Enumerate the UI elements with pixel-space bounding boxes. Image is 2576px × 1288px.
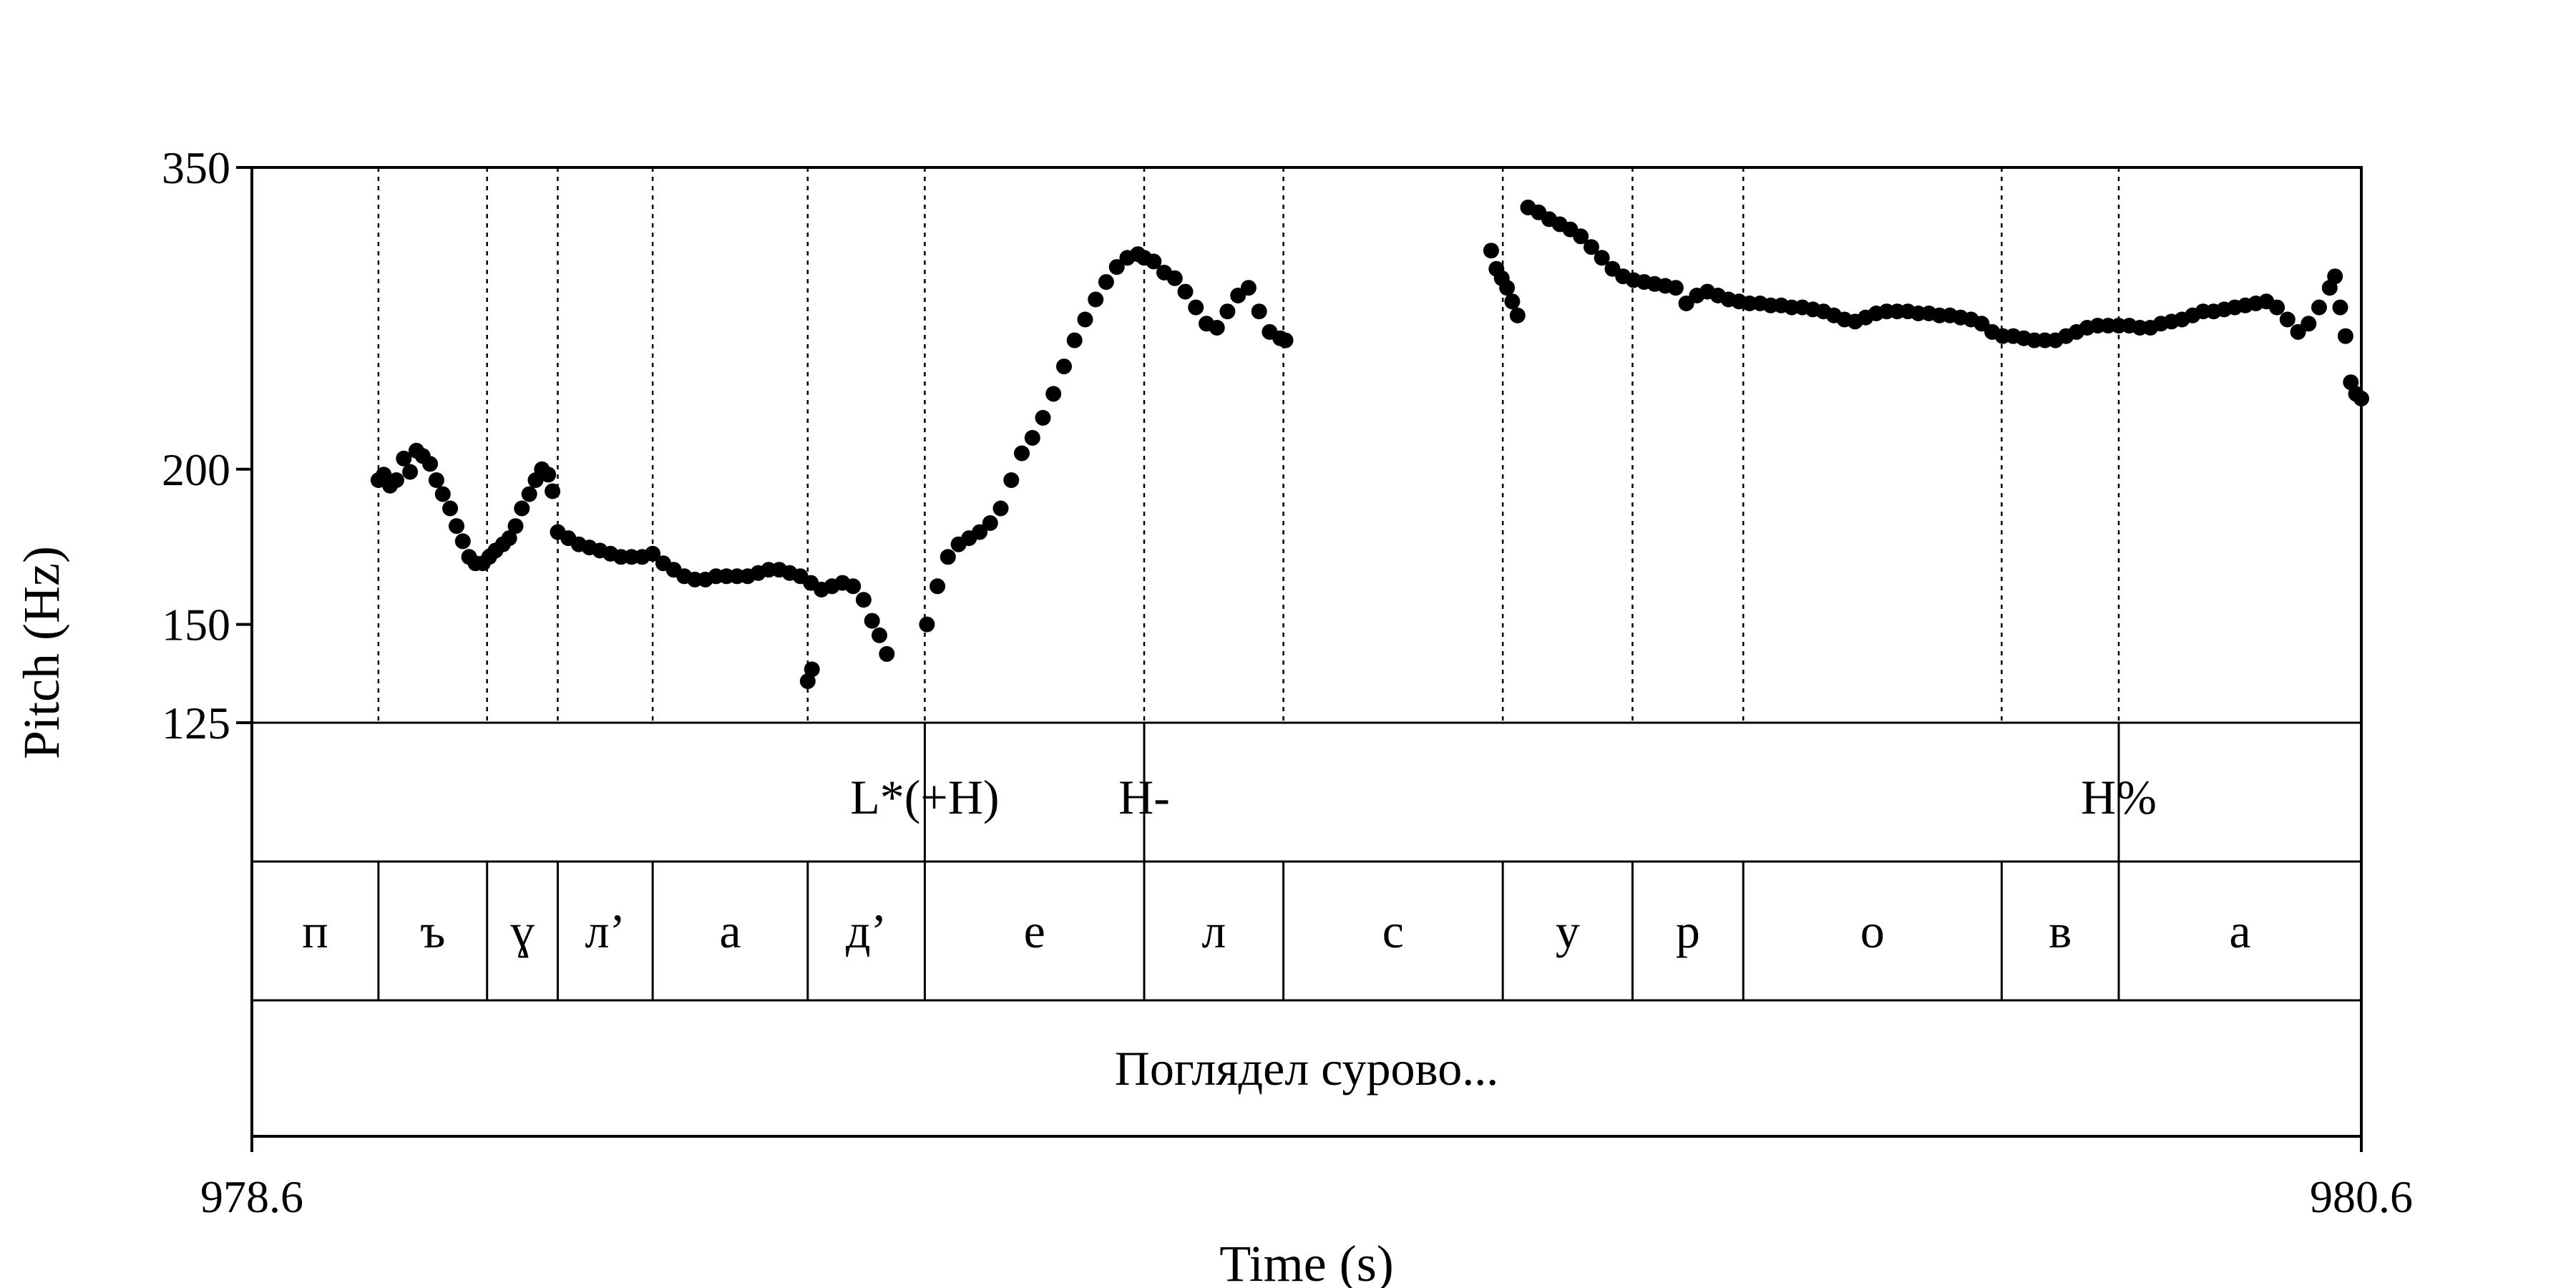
segment-label: а xyxy=(2229,904,2250,958)
pitch-point xyxy=(428,472,444,488)
pitch-point xyxy=(972,524,988,540)
pitch-point xyxy=(434,486,451,502)
segment-label: р xyxy=(1676,904,1700,958)
pitch-point xyxy=(1035,409,1051,426)
segment-label: о xyxy=(1860,904,1885,958)
pitch-point xyxy=(1014,445,1030,462)
pitch-point xyxy=(2311,299,2327,316)
pitch-point xyxy=(507,518,524,535)
pitch-point xyxy=(799,673,816,689)
pitch-point xyxy=(1056,358,1072,375)
pitch-point xyxy=(879,645,895,662)
pitch-point xyxy=(1594,250,1610,266)
pitch-point xyxy=(1098,274,1114,291)
annotation-tiers: L*(+H) H- H% п ъ ɣ л’ а д’ е л с у р о в а Поглядел суров… xyxy=(252,721,2361,1096)
x-axis-ticks: 978.6 980.6 xyxy=(200,1136,2413,1222)
pitch-point xyxy=(1667,280,1684,296)
segment-label: л xyxy=(1201,904,1226,958)
segment-label: е xyxy=(1024,904,1045,958)
pitch-point xyxy=(1573,228,1589,245)
tone-label: H% xyxy=(2081,770,2157,824)
pitch-point xyxy=(2332,299,2348,316)
tone-label: L*(+H) xyxy=(850,770,999,824)
pitch-point xyxy=(1483,243,1499,259)
pitch-point xyxy=(442,500,459,517)
pitch-point xyxy=(1509,307,1526,323)
segment-boundary-lines xyxy=(377,167,2120,723)
utterance-label: Поглядел сурово... xyxy=(1115,1041,1498,1096)
y-axis-ticks: 125 150 200 350 xyxy=(162,142,252,748)
x-tick-label: 978.6 xyxy=(200,1171,303,1222)
x-axis-title: Time (s) xyxy=(1219,1235,1393,1288)
pitch-point xyxy=(1219,303,1236,320)
pitch-point xyxy=(1024,429,1040,446)
pitch-point xyxy=(930,578,946,595)
pitch-point xyxy=(422,456,439,472)
pitch-point xyxy=(1166,270,1183,286)
pitch-point xyxy=(1974,316,1990,332)
pitch-point xyxy=(645,545,661,562)
pitch-point xyxy=(864,613,880,629)
pitch-point xyxy=(1088,291,1104,308)
pitch-point xyxy=(2279,311,2296,328)
segment-label: с xyxy=(1382,904,1404,958)
pitch-point xyxy=(2337,328,2353,344)
pitch-point xyxy=(1077,311,1093,328)
pitch-point xyxy=(540,467,557,483)
segment-label: в xyxy=(2049,904,2072,958)
plot-frame xyxy=(250,166,2363,1138)
pitch-point xyxy=(1209,320,1225,336)
pitch-point xyxy=(396,450,412,467)
y-tick-label: 150 xyxy=(162,600,230,650)
y-axis-title: Pitch (Hz) xyxy=(13,546,70,759)
pitch-point xyxy=(1277,332,1294,348)
pitch-point xyxy=(501,530,517,547)
pitch-point xyxy=(2327,268,2343,285)
x-tick-label: 980.6 xyxy=(2310,1171,2413,1222)
pitch-points xyxy=(370,199,2369,689)
pitch-point xyxy=(1066,332,1083,348)
segment-label: ɣ xyxy=(510,904,535,958)
y-tick-label: 125 xyxy=(162,698,230,748)
segment-label: у xyxy=(1556,904,1580,958)
segment-label: п xyxy=(302,904,328,958)
pitch-point xyxy=(1584,239,1599,255)
pitch-point xyxy=(514,500,530,517)
pitch-point xyxy=(1045,386,1062,402)
y-tick-label: 350 xyxy=(162,142,230,193)
pitch-point xyxy=(1504,293,1521,310)
pitch-point xyxy=(388,472,404,488)
segment-label: л’ xyxy=(585,904,626,958)
pitch-point xyxy=(1251,303,1267,320)
pitch-point xyxy=(2290,323,2306,340)
pitch-point xyxy=(2301,316,2317,332)
pitch-point xyxy=(992,500,1009,517)
pitch-point xyxy=(1003,472,1020,488)
pitch-point xyxy=(449,518,464,535)
segment-label: д’ xyxy=(846,904,887,958)
tone-label: H- xyxy=(1118,770,1170,824)
pitch-point xyxy=(872,627,887,643)
pitch-point xyxy=(545,483,561,499)
pitch-point xyxy=(402,464,419,480)
pitch-point xyxy=(982,515,998,531)
pitch-point xyxy=(1499,280,1516,296)
pitch-point xyxy=(454,533,471,550)
pitch-point xyxy=(1146,253,1162,270)
segment-label: ъ xyxy=(420,904,445,958)
pitch-point xyxy=(919,616,935,633)
pitch-point xyxy=(940,549,956,565)
segment-label: а xyxy=(719,904,741,958)
y-tick-label: 200 xyxy=(162,444,230,495)
pitch-point xyxy=(1108,259,1125,275)
pitch-point xyxy=(845,578,862,595)
pitch-point xyxy=(804,661,820,678)
pitch-point xyxy=(855,592,872,608)
pitch-point xyxy=(2269,299,2285,316)
pitch-point xyxy=(1177,283,1194,300)
pitch-point xyxy=(521,486,537,502)
pitch-point xyxy=(1240,280,1257,296)
pitch-point xyxy=(1188,299,1204,316)
